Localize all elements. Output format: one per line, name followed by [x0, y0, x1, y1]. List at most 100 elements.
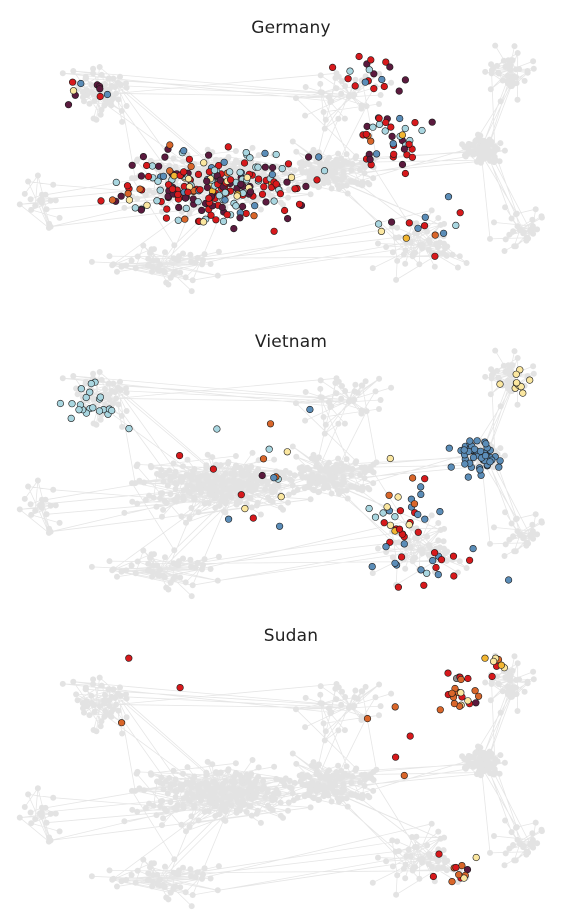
highlighted-node-steelblue	[495, 463, 503, 471]
network-node	[491, 760, 498, 766]
highlighted-node-red	[212, 216, 220, 224]
highlighted-node-lightblue	[89, 404, 97, 412]
network-node	[177, 269, 184, 276]
network-node	[388, 79, 395, 86]
network-node	[504, 683, 511, 690]
network-node	[132, 570, 139, 577]
network-node	[102, 81, 108, 87]
network-node	[132, 879, 139, 886]
network-node	[146, 187, 153, 194]
network-node	[514, 836, 521, 843]
network-node	[492, 156, 499, 163]
network-node	[201, 865, 208, 872]
network-node	[215, 248, 222, 255]
network-node	[530, 363, 537, 370]
network-node	[288, 785, 295, 792]
network-node	[375, 854, 381, 861]
highlighted-node-lightblue	[96, 393, 104, 401]
highlighted-node-darkpurple	[203, 177, 211, 185]
network-node	[514, 660, 521, 667]
highlighted-node-steelblue	[417, 566, 425, 574]
highlighted-node-paleyellow	[277, 493, 285, 501]
highlighted-node-paleyellow	[283, 448, 291, 456]
network-node	[267, 192, 274, 199]
network-node	[499, 77, 506, 84]
network-node	[165, 281, 172, 288]
network-node	[147, 250, 153, 256]
network-node	[32, 202, 39, 209]
network-node	[97, 111, 104, 118]
network-node	[121, 204, 128, 211]
highlighted-node-darkpurple	[305, 153, 313, 161]
network-node	[172, 776, 179, 783]
network-node	[348, 779, 355, 786]
network-node	[317, 72, 324, 79]
highlighted-node-steelblue	[276, 522, 284, 530]
network-node	[186, 210, 193, 217]
highlighted-node-lightblue	[68, 400, 76, 408]
network-node	[172, 486, 179, 492]
network-node	[332, 474, 339, 481]
highlighted-node-lightblue	[371, 513, 380, 521]
network-node	[370, 787, 377, 794]
highlighted-node-red	[452, 863, 460, 872]
network-node	[353, 458, 360, 465]
network-node	[50, 486, 57, 493]
network-node	[188, 258, 194, 265]
network-node	[352, 76, 359, 83]
network-node	[449, 251, 456, 258]
network-node	[114, 573, 120, 580]
network-node	[34, 172, 41, 179]
network-node	[52, 810, 59, 817]
network-node	[441, 220, 448, 227]
highlighted-node-lightblue	[418, 126, 426, 135]
network-node	[361, 782, 368, 789]
network-node	[201, 556, 208, 563]
network-node	[267, 497, 274, 504]
network-node	[341, 420, 348, 427]
network-node	[108, 709, 115, 715]
network-node	[248, 463, 255, 470]
network-node	[159, 822, 165, 829]
highlighted-nodes-vietnam	[56, 366, 534, 591]
network-node	[412, 864, 419, 871]
highlighted-node-orange	[181, 215, 189, 223]
highlighted-node-red	[431, 549, 439, 557]
network-node	[119, 730, 126, 737]
highlighted-node-steelblue	[414, 510, 422, 519]
network-node	[81, 709, 87, 716]
network-node	[377, 397, 384, 403]
network-node	[114, 883, 120, 890]
network-node	[389, 249, 396, 256]
highlighted-node-red	[237, 491, 245, 499]
network-node	[101, 697, 108, 704]
network-node	[149, 573, 156, 580]
network-node	[402, 565, 409, 572]
highlighted-node-steelblue	[440, 229, 448, 237]
network-node	[171, 781, 178, 788]
network-node	[172, 870, 179, 877]
highlighted-node-darkpurple	[386, 63, 394, 71]
network-node	[507, 372, 513, 378]
network-node	[56, 828, 63, 835]
highlighted-node-red	[382, 118, 390, 127]
network-node	[285, 799, 292, 806]
network-node	[502, 509, 509, 516]
network-node	[310, 146, 317, 153]
network-panel-vietnam: Vietnam	[0, 305, 582, 610]
network-node	[269, 489, 276, 496]
highlighted-node-lightblue	[211, 166, 219, 174]
network-node	[286, 777, 293, 784]
network-node	[195, 789, 202, 795]
network-node	[117, 684, 123, 691]
network-node	[302, 417, 309, 424]
highlighted-node-steelblue	[382, 543, 390, 551]
network-node	[320, 793, 327, 800]
network-node	[358, 102, 365, 109]
network-node	[428, 820, 435, 827]
highlighted-node-red	[396, 507, 405, 515]
network-node	[520, 230, 527, 237]
highlighted-node-orange	[448, 878, 456, 886]
network-node	[351, 396, 358, 403]
network-node	[327, 710, 334, 717]
